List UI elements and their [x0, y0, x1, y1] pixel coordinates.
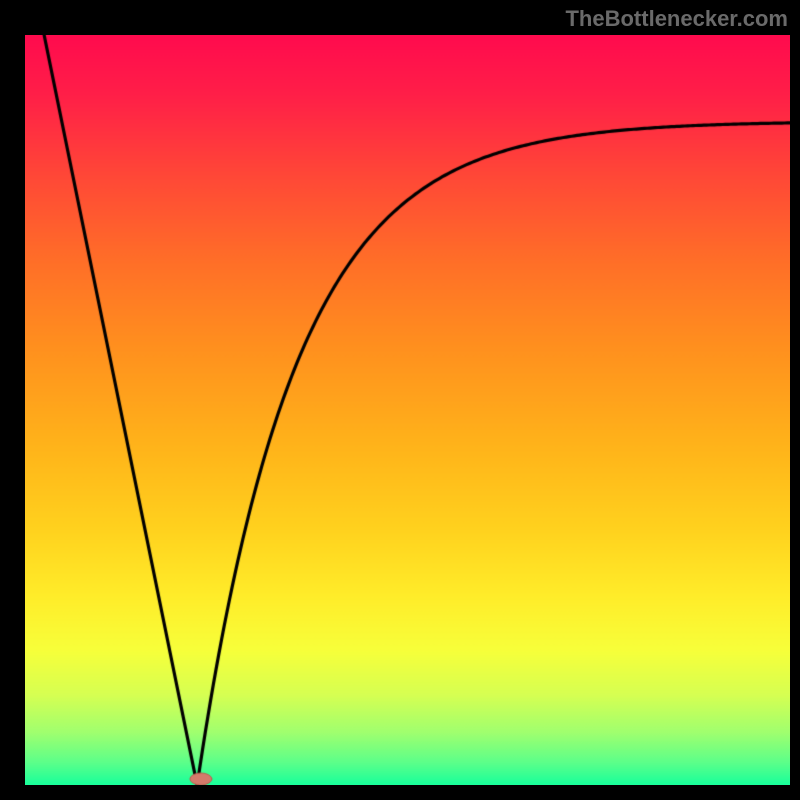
- chart-canvas: [25, 35, 790, 785]
- chart-frame: TheBottlenecker.com: [0, 0, 800, 800]
- plot-area: [25, 35, 790, 785]
- watermark-text: TheBottlenecker.com: [565, 6, 788, 32]
